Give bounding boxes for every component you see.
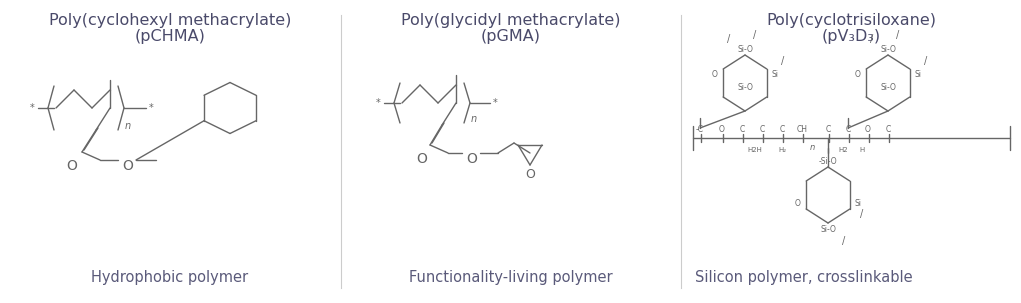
- Text: O: O: [855, 70, 861, 79]
- Text: /: /: [896, 30, 900, 40]
- Text: /: /: [753, 30, 757, 40]
- Text: Poly(cyclohexyl methacrylate): Poly(cyclohexyl methacrylate): [49, 13, 291, 28]
- Text: O: O: [719, 125, 725, 135]
- Text: Si: Si: [772, 70, 779, 79]
- Text: Si: Si: [855, 199, 862, 208]
- Text: Functionality-living polymer: Functionality-living polymer: [409, 270, 613, 285]
- Text: O: O: [417, 152, 428, 166]
- Text: O: O: [525, 168, 535, 181]
- Text: Poly(glycidyl methacrylate): Poly(glycidyl methacrylate): [401, 13, 621, 28]
- Text: (pGMA): (pGMA): [481, 29, 541, 44]
- Text: O: O: [865, 125, 871, 135]
- Text: C: C: [885, 125, 890, 135]
- Text: O: O: [66, 159, 78, 173]
- Text: H2: H2: [838, 147, 847, 153]
- Text: Si: Si: [915, 70, 922, 79]
- Text: (pCHMA): (pCHMA): [135, 29, 205, 44]
- Text: C: C: [760, 125, 765, 135]
- Text: C: C: [825, 125, 831, 135]
- Text: /: /: [781, 56, 784, 66]
- Text: -Si-O: -Si-O: [819, 158, 837, 167]
- Text: CH: CH: [796, 125, 808, 135]
- Text: /: /: [924, 56, 927, 66]
- Text: Si-O: Si-O: [737, 45, 752, 55]
- Text: /: /: [860, 209, 863, 219]
- Text: Silicon polymer, crosslinkable: Silicon polymer, crosslinkable: [695, 270, 913, 285]
- Text: *: *: [376, 98, 381, 108]
- Text: Poly(cyclotrisiloxane): Poly(cyclotrisiloxane): [766, 13, 936, 28]
- Text: O: O: [795, 199, 800, 208]
- Text: *: *: [30, 103, 35, 113]
- Text: *: *: [149, 103, 153, 113]
- Text: *: *: [492, 98, 497, 108]
- Text: Hydrophobic polymer: Hydrophobic polymer: [92, 270, 248, 285]
- Text: O: O: [123, 159, 134, 173]
- Text: /: /: [842, 236, 845, 246]
- Text: H: H: [860, 147, 865, 153]
- Text: n: n: [810, 144, 815, 152]
- Text: H2H: H2H: [747, 147, 763, 153]
- Text: /: /: [727, 34, 731, 44]
- Text: Si-O: Si-O: [737, 83, 752, 92]
- Text: n: n: [125, 121, 131, 131]
- Text: Si-O: Si-O: [880, 45, 896, 55]
- Text: /: /: [870, 34, 874, 44]
- Text: O: O: [712, 70, 718, 79]
- Text: C: C: [845, 125, 850, 135]
- Text: Si-O: Si-O: [880, 83, 896, 92]
- Text: (pV₃D₃): (pV₃D₃): [822, 29, 880, 44]
- Text: O: O: [467, 152, 478, 166]
- Text: C: C: [739, 125, 744, 135]
- Text: H₂: H₂: [778, 147, 786, 153]
- Text: C: C: [779, 125, 784, 135]
- Text: n: n: [471, 114, 477, 124]
- Text: Si-O: Si-O: [820, 225, 836, 234]
- Text: -C: -C: [696, 125, 704, 135]
